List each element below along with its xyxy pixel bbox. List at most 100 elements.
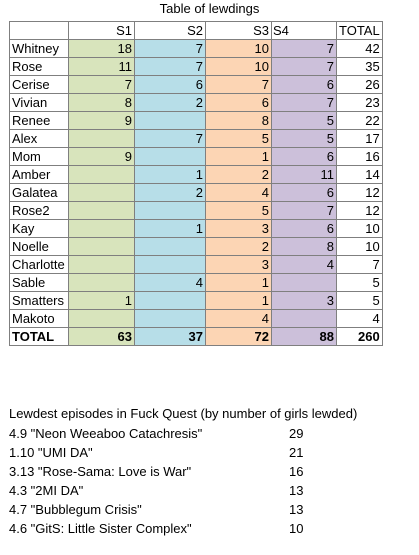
cell-s4: 4 [271, 255, 337, 274]
lewdings-table: S1 S2 S3 S4 TOTAL Whitney 18 7 10 7 42 Rose 11 7 10 7 35… [9, 21, 383, 346]
table-row: Sable 4 1 5 [9, 273, 383, 292]
cell-s1 [68, 219, 135, 238]
table-row: Noelle 2 8 10 [9, 237, 383, 256]
cell-s3: 2 [205, 165, 272, 184]
cell-s3: 3 [205, 219, 272, 238]
cell-total: 16 [336, 147, 383, 166]
cell-name: Cerise [9, 75, 69, 94]
cell-s2: 6 [134, 75, 206, 94]
cell-total: 7 [336, 255, 383, 274]
cell-s4: 7 [271, 93, 337, 112]
cell-s2: 7 [134, 39, 206, 58]
cell-s4 [271, 309, 337, 328]
cell-name: Smatters [9, 291, 69, 310]
cell-total: 26 [336, 75, 383, 94]
cell-s3: 6 [205, 93, 272, 112]
cell-s3: 1 [205, 273, 272, 292]
cell-s3: 10 [205, 57, 272, 76]
cell-name: Vivian [9, 93, 69, 112]
cell-s3: 5 [205, 129, 272, 148]
header-cell-s4: S4 [271, 21, 337, 40]
cell-s3: 72 [205, 327, 272, 346]
episode-title: 1.10 "UMI DA" [9, 445, 93, 460]
cell-s1: 8 [68, 93, 135, 112]
cell-total: 12 [336, 183, 383, 202]
cell-name: Amber [9, 165, 69, 184]
cell-total: 260 [336, 327, 383, 346]
cell-s1: 9 [68, 111, 135, 130]
cell-total: 10 [336, 237, 383, 256]
cell-name: Mom [9, 147, 69, 166]
cell-s3: 8 [205, 111, 272, 130]
cell-name: Kay [9, 219, 69, 238]
cell-s1 [68, 129, 135, 148]
episode-title: 4.6 "GitS: Little Sister Complex" [9, 521, 192, 536]
cell-s4: 7 [271, 201, 337, 220]
table-row: Rose 11 7 10 7 35 [9, 57, 383, 76]
cell-total: 4 [336, 309, 383, 328]
cell-s1 [68, 201, 135, 220]
cell-name: Whitney [9, 39, 69, 58]
cell-total: 17 [336, 129, 383, 148]
cell-total: 14 [336, 165, 383, 184]
cell-name: Sable [9, 273, 69, 292]
table-row: Makoto 4 4 [9, 309, 383, 328]
cell-s4: 88 [271, 327, 337, 346]
cell-s3: 5 [205, 201, 272, 220]
table-header-row: S1 S2 S3 S4 TOTAL [9, 21, 383, 40]
cell-s2: 4 [134, 273, 206, 292]
table-row: Charlotte 3 4 7 [9, 255, 383, 274]
cell-s3: 4 [205, 309, 272, 328]
cell-s2: 1 [134, 219, 206, 238]
cell-s3: 3 [205, 255, 272, 274]
cell-s4: 6 [271, 147, 337, 166]
cell-s1: 1 [68, 291, 135, 310]
cell-s2: 37 [134, 327, 206, 346]
cell-s3: 10 [205, 39, 272, 58]
table-row: Whitney 18 7 10 7 42 [9, 39, 383, 58]
table-row: Cerise 7 6 7 6 26 [9, 75, 383, 94]
cell-total: 12 [336, 201, 383, 220]
table-total-row: TOTAL 63 37 72 88 260 [9, 327, 383, 346]
table-row: Alex 7 5 5 17 [9, 129, 383, 148]
table-row: Vivian 8 2 6 7 23 [9, 93, 383, 112]
cell-s4: 11 [271, 165, 337, 184]
cell-s1 [68, 237, 135, 256]
cell-s3: 4 [205, 183, 272, 202]
episode-item: 4.6 "GitS: Little Sister Complex" 10 [9, 519, 409, 538]
header-cell-s1: S1 [68, 21, 135, 40]
episode-title: 4.9 "Neon Weeaboo Catachresis" [9, 426, 203, 441]
cell-s4: 6 [271, 75, 337, 94]
episode-item: 4.3 "2MI DA" 13 [9, 481, 409, 500]
cell-s2: 7 [134, 57, 206, 76]
cell-s1 [68, 183, 135, 202]
cell-name: Makoto [9, 309, 69, 328]
cell-s4: 7 [271, 39, 337, 58]
table-row: Rose2 5 7 12 [9, 201, 383, 220]
episode-item: 4.9 "Neon Weeaboo Catachresis" 29 [9, 424, 409, 443]
table-row: Kay 1 3 6 10 [9, 219, 383, 238]
header-cell-total: TOTAL [336, 21, 383, 40]
cell-total: 5 [336, 291, 383, 310]
episodes-list: 4.9 "Neon Weeaboo Catachresis" 29 1.10 "UM… [9, 424, 409, 538]
cell-name: Renee [9, 111, 69, 130]
cell-s2: 2 [134, 93, 206, 112]
cell-s1: 63 [68, 327, 135, 346]
episode-count: 10 [289, 521, 304, 536]
episodes-section: Lewdest episodes in Fuck Quest (by numbe… [9, 404, 409, 538]
cell-s2 [134, 237, 206, 256]
cell-s2 [134, 255, 206, 274]
cell-s2: 2 [134, 183, 206, 202]
header-s3-label: S3 [253, 23, 269, 38]
cell-s4: 3 [271, 291, 337, 310]
cell-s1: 18 [68, 39, 135, 58]
cell-name: Rose [9, 57, 69, 76]
cell-s1 [68, 255, 135, 274]
cell-s3: 2 [205, 237, 272, 256]
cell-s1 [68, 309, 135, 328]
cell-s3: 7 [205, 75, 272, 94]
cell-s2 [134, 291, 206, 310]
episode-item: 4.7 "Bubblegum Crisis" 13 [9, 500, 409, 519]
cell-name: Rose2 [9, 201, 69, 220]
cell-s2 [134, 147, 206, 166]
